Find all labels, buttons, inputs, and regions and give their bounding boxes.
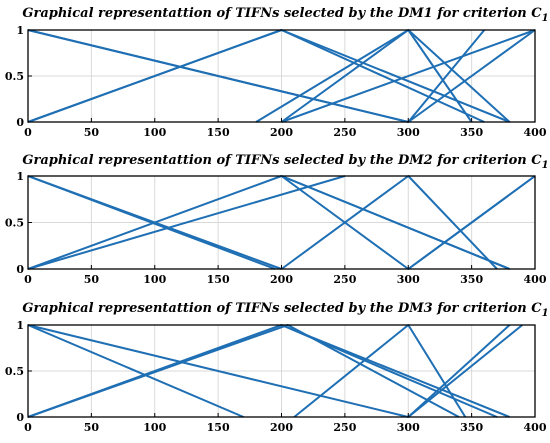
y-tick-label: 0 bbox=[16, 263, 24, 276]
x-tick-label: 400 bbox=[524, 273, 547, 286]
series-line-8 bbox=[407, 175, 536, 270]
x-tick-label: 400 bbox=[524, 421, 547, 434]
y-tick-label: 0 bbox=[16, 411, 24, 424]
y-tick-label: 1 bbox=[16, 24, 24, 37]
x-tick-label: 400 bbox=[524, 126, 547, 139]
series-line-7 bbox=[281, 29, 536, 123]
x-tick-label: 50 bbox=[84, 421, 100, 434]
x-tick-label: 150 bbox=[207, 273, 230, 286]
panel-3: Graphical representattion of TIFNs selec… bbox=[5, 301, 549, 434]
panel-title-text: Graphical representattion of TIFNs selec… bbox=[22, 6, 542, 21]
y-tick-label: 0.5 bbox=[5, 365, 24, 378]
panel-title-text: Graphical representattion of TIFNs selec… bbox=[22, 301, 542, 316]
x-tick-label: 50 bbox=[84, 273, 100, 286]
y-tick-label: 0.5 bbox=[5, 217, 24, 230]
x-tick-label: 200 bbox=[270, 421, 293, 434]
x-tick-label: 150 bbox=[207, 126, 230, 139]
y-tick-label: 0 bbox=[16, 116, 24, 129]
x-tick-label: 250 bbox=[333, 421, 356, 434]
x-tick-label: 250 bbox=[333, 126, 356, 139]
panel-title-subscript: 1 bbox=[542, 160, 549, 171]
panel-title: Graphical representattion of TIFNs selec… bbox=[22, 6, 548, 24]
x-tick-label: 300 bbox=[397, 421, 420, 434]
panel-title-subscript: 1 bbox=[542, 308, 549, 319]
series-line-1 bbox=[27, 175, 346, 270]
panel-title-text: Graphical representattion of TIFNs selec… bbox=[22, 153, 542, 168]
series-line-5 bbox=[281, 324, 510, 418]
x-tick-label: 0 bbox=[24, 421, 32, 434]
x-tick-label: 200 bbox=[270, 126, 293, 139]
x-tick-label: 100 bbox=[143, 421, 166, 434]
panel-title: Graphical representattion of TIFNs selec… bbox=[22, 153, 548, 171]
x-tick-label: 350 bbox=[460, 126, 483, 139]
panel-2: Graphical representattion of TIFNs selec… bbox=[5, 153, 549, 286]
x-tick-label: 350 bbox=[460, 421, 483, 434]
panel-1: Graphical representattion of TIFNs selec… bbox=[5, 6, 549, 139]
x-tick-label: 0 bbox=[24, 273, 32, 286]
x-tick-label: 100 bbox=[143, 126, 166, 139]
panel-title: Graphical representattion of TIFNs selec… bbox=[22, 301, 548, 319]
x-tick-label: 0 bbox=[24, 126, 32, 139]
x-tick-label: 150 bbox=[207, 421, 230, 434]
x-tick-label: 350 bbox=[460, 273, 483, 286]
series-line-7 bbox=[407, 324, 511, 418]
y-tick-label: 1 bbox=[16, 170, 24, 183]
x-tick-label: 300 bbox=[397, 126, 420, 139]
x-tick-label: 100 bbox=[143, 273, 166, 286]
y-tick-label: 1 bbox=[16, 319, 24, 332]
x-tick-label: 250 bbox=[333, 273, 356, 286]
series-line-7 bbox=[281, 175, 510, 270]
x-tick-label: 300 bbox=[397, 273, 420, 286]
series-line-4 bbox=[27, 175, 276, 270]
x-tick-label: 200 bbox=[270, 273, 293, 286]
series-line-3 bbox=[27, 324, 244, 418]
x-tick-label: 50 bbox=[84, 126, 100, 139]
panel-title-subscript: 1 bbox=[542, 13, 549, 24]
y-tick-label: 0.5 bbox=[5, 70, 24, 83]
